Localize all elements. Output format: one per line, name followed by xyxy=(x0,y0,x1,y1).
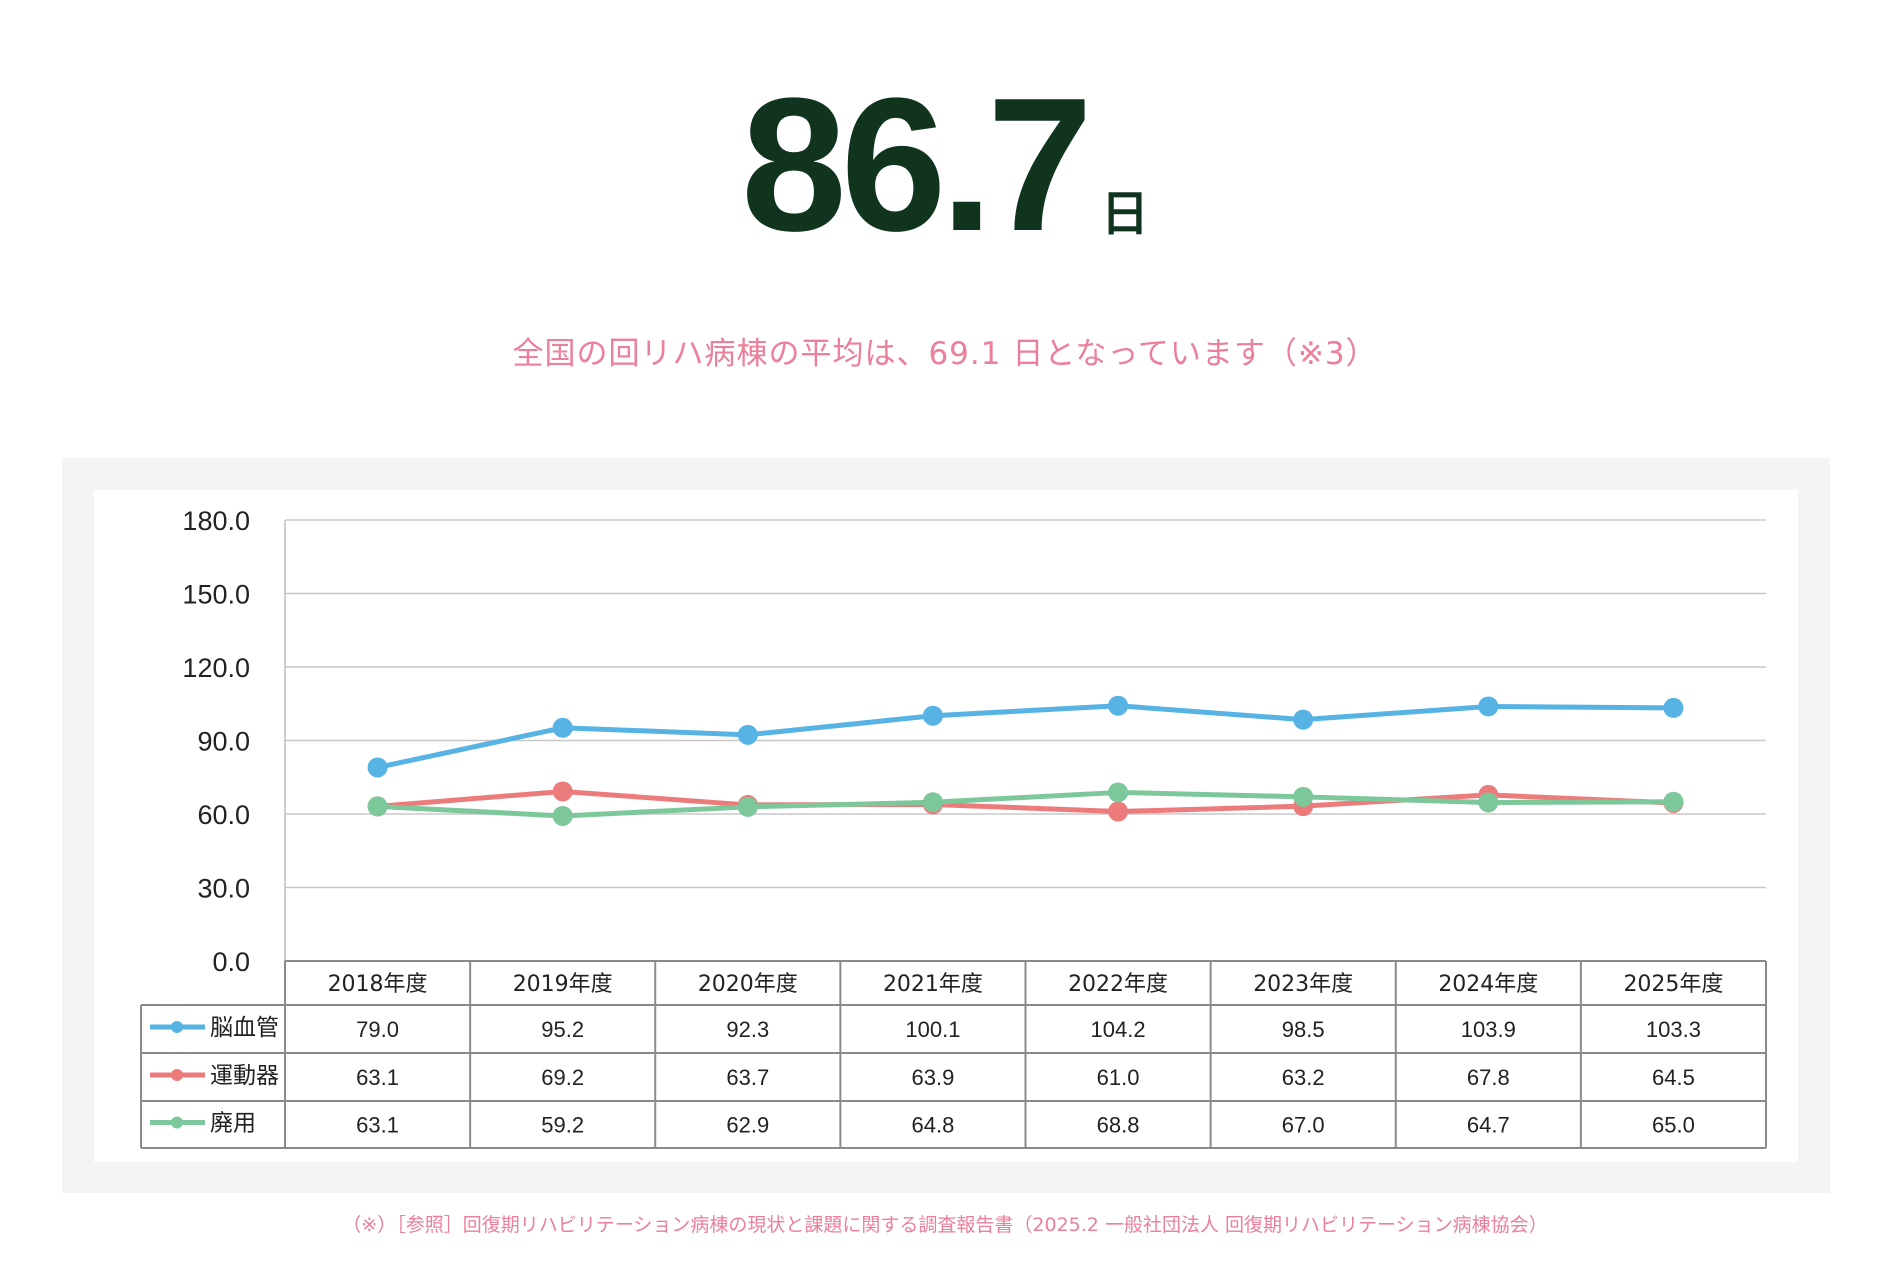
data-point xyxy=(1108,782,1129,803)
table-value: 95.2 xyxy=(541,1017,584,1042)
y-tick-label: 30.0 xyxy=(197,874,250,904)
data-point xyxy=(552,805,573,826)
footnote: （※）［参照］回復期リハビリテーション病棟の現状と課題に関する調査報告書（202… xyxy=(342,1214,1548,1236)
legend-marker xyxy=(171,1069,183,1081)
table-value: 67.0 xyxy=(1282,1113,1325,1138)
table-value: 63.9 xyxy=(912,1065,955,1090)
table-value: 103.9 xyxy=(1461,1017,1516,1042)
data-point xyxy=(737,724,758,745)
headline-unit: 日 xyxy=(1100,186,1149,242)
data-point xyxy=(922,792,943,813)
x-category-label: 2019年度 xyxy=(513,972,613,997)
table-value: 61.0 xyxy=(1097,1065,1140,1090)
line-chart: 0.0 30.0 60.0 90.0 120.0 150.0 180.0 2018年度 2019… xyxy=(140,506,1767,1149)
table-value: 63.2 xyxy=(1282,1065,1325,1090)
table-value: 103.3 xyxy=(1646,1017,1701,1042)
data-point xyxy=(1293,709,1314,730)
headline: 86.7 日 xyxy=(0,70,1890,260)
data-point xyxy=(1663,791,1684,812)
table-value: 62.9 xyxy=(726,1113,769,1138)
table-value: 63.1 xyxy=(356,1065,399,1090)
x-category-label: 2022年度 xyxy=(1068,972,1168,997)
headline-value: 86.7 xyxy=(741,59,1093,271)
table-value: 65.0 xyxy=(1652,1113,1695,1138)
y-tick-label: 90.0 xyxy=(197,727,250,757)
table-value: 79.0 xyxy=(356,1017,399,1042)
series-line xyxy=(375,788,1676,815)
data-point xyxy=(1663,697,1684,718)
table-value: 104.2 xyxy=(1091,1017,1146,1042)
x-category-label: 2024年度 xyxy=(1438,972,1538,997)
legend-label: 脳血管 xyxy=(210,1015,279,1041)
table-value: 64.7 xyxy=(1467,1113,1510,1138)
table-value: 67.8 xyxy=(1467,1065,1510,1090)
y-tick-label: 60.0 xyxy=(197,800,250,830)
table-value: 63.7 xyxy=(726,1065,769,1090)
data-point xyxy=(1478,792,1499,813)
x-category-label: 2018年度 xyxy=(328,972,428,997)
legend-marker xyxy=(171,1021,183,1033)
x-category-label: 2025年度 xyxy=(1623,972,1723,997)
data-point xyxy=(737,796,758,817)
series-line xyxy=(375,703,1676,770)
subtitle: 全国の回リハ病棟の平均は、69.1 日となっています（※3） xyxy=(512,336,1378,372)
series-line xyxy=(375,789,1676,819)
table-value: 59.2 xyxy=(541,1113,584,1138)
data-point xyxy=(922,705,943,726)
x-category-label: 2023年度 xyxy=(1253,972,1353,997)
legend-marker xyxy=(171,1116,183,1129)
data-point xyxy=(1108,695,1129,716)
legend-label: 運動器 xyxy=(210,1063,279,1089)
legend-label: 廃用 xyxy=(210,1111,256,1137)
table-value: 69.2 xyxy=(541,1065,584,1090)
table-value: 100.1 xyxy=(905,1017,960,1042)
data-point xyxy=(552,781,573,802)
data-point xyxy=(367,796,388,817)
y-tick-label: 150.0 xyxy=(182,580,250,610)
y-tick-label: 0.0 xyxy=(212,947,250,977)
x-category-label: 2021年度 xyxy=(883,972,983,997)
chart-area: 0.0 30.0 60.0 90.0 120.0 150.0 180.0 2018年度 2019… xyxy=(94,490,1798,1162)
table-value: 92.3 xyxy=(726,1017,769,1042)
data-point xyxy=(1108,801,1129,822)
y-tick-label: 180.0 xyxy=(182,506,250,536)
y-tick-label: 120.0 xyxy=(182,653,250,683)
data-point xyxy=(552,717,573,738)
data-point xyxy=(367,757,388,778)
data-point xyxy=(1293,786,1314,807)
table-value: 64.8 xyxy=(912,1113,955,1138)
table-value: 98.5 xyxy=(1282,1017,1325,1042)
table-value: 68.8 xyxy=(1097,1113,1140,1138)
table-value: 63.1 xyxy=(356,1113,399,1138)
data-point xyxy=(1478,696,1499,717)
x-category-label: 2020年度 xyxy=(698,972,798,997)
table-value: 64.5 xyxy=(1652,1065,1695,1090)
